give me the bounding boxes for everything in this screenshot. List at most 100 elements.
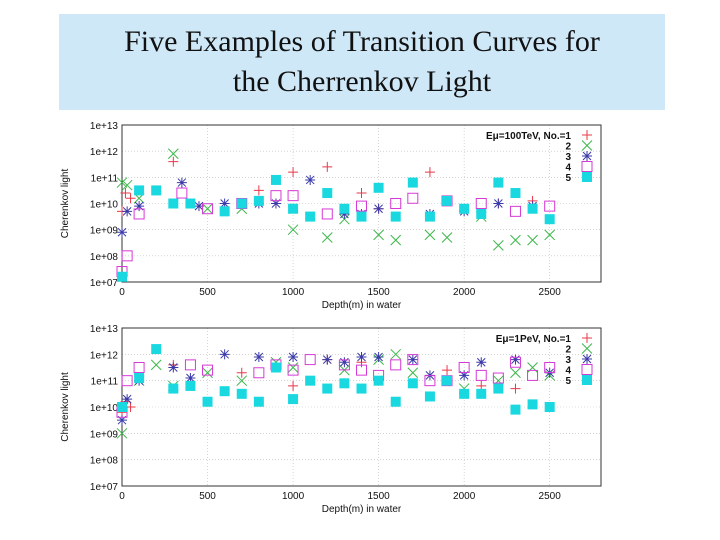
data-point xyxy=(390,198,402,209)
data-point xyxy=(459,203,470,214)
data-point xyxy=(322,161,333,172)
data-point xyxy=(116,177,128,188)
data-point xyxy=(185,198,196,209)
x-tick-label: 500 xyxy=(199,491,216,502)
y-tick-label: 1e+12 xyxy=(90,350,119,361)
data-point xyxy=(168,383,179,394)
data-point xyxy=(407,192,419,204)
data-point xyxy=(151,185,162,196)
legend-label: 5 xyxy=(565,173,571,184)
data-point xyxy=(339,208,350,219)
x-tick-label: 2000 xyxy=(453,287,476,298)
data-point xyxy=(356,383,367,394)
y-tick-label: 1e+08 xyxy=(90,252,119,263)
data-point xyxy=(270,190,282,202)
data-point xyxy=(424,229,436,241)
x-tick-label: 500 xyxy=(199,287,216,298)
data-point xyxy=(125,193,136,204)
series-3 xyxy=(117,174,538,238)
data-point xyxy=(373,351,384,362)
data-point xyxy=(424,167,435,178)
data-point xyxy=(117,227,127,238)
series-2 xyxy=(116,348,556,439)
data-point xyxy=(121,375,133,387)
y-tick-label: 1e+13 xyxy=(90,324,119,335)
data-point xyxy=(509,356,521,368)
plot-frame xyxy=(121,124,602,283)
data-point xyxy=(356,188,367,199)
data-point xyxy=(185,380,196,391)
data-point xyxy=(321,208,333,220)
data-point xyxy=(510,234,521,246)
x-tick-label: 2500 xyxy=(539,491,562,502)
data-point xyxy=(390,359,402,371)
data-point xyxy=(117,402,127,412)
data-point xyxy=(390,234,402,246)
y-axis-label: Cherenkov light xyxy=(60,169,71,239)
y-tick-label: 1e+07 xyxy=(90,482,119,493)
data-point xyxy=(150,359,162,371)
data-point xyxy=(305,211,316,222)
data-point xyxy=(321,232,333,243)
y-tick-label: 1e+13 xyxy=(90,121,119,132)
series-1 xyxy=(117,156,538,217)
legend-marker xyxy=(582,151,592,161)
data-point xyxy=(219,206,230,217)
data-point xyxy=(133,362,145,373)
x-tick-label: 1500 xyxy=(367,491,390,502)
data-point xyxy=(424,391,435,402)
data-point xyxy=(202,396,213,407)
legend-marker xyxy=(582,172,592,182)
legend-title: Eμ=100TeV, No.=1 xyxy=(486,131,571,142)
data-point xyxy=(122,394,133,405)
y-axis-label: Cherenkov light xyxy=(60,372,71,442)
slide-title-line-1: Five Examples of Transition Curves for xyxy=(124,25,600,58)
data-point xyxy=(168,156,179,167)
data-point xyxy=(339,213,350,225)
data-point xyxy=(288,380,299,391)
data-point xyxy=(527,362,538,373)
data-point xyxy=(390,211,401,222)
data-point xyxy=(544,200,556,212)
data-point xyxy=(202,203,214,215)
data-point xyxy=(117,415,127,426)
data-point xyxy=(544,214,555,225)
slide-title: Five Examples of Transition Curves for t… xyxy=(59,14,665,110)
data-point xyxy=(116,427,128,439)
data-point xyxy=(133,208,145,220)
data-point xyxy=(287,364,299,376)
data-point xyxy=(407,378,418,389)
data-point xyxy=(544,402,555,412)
data-point xyxy=(510,383,521,394)
data-point xyxy=(373,229,384,241)
y-tick-label: 1e+11 xyxy=(91,173,119,184)
data-point xyxy=(390,348,402,360)
data-point xyxy=(475,369,487,381)
legend-marker xyxy=(582,333,592,343)
legend-marker xyxy=(581,364,593,375)
data-point xyxy=(134,201,145,212)
legend-marker xyxy=(581,140,593,151)
data-point xyxy=(202,364,214,376)
data-point xyxy=(493,240,504,251)
data-point xyxy=(527,399,538,410)
data-point xyxy=(305,174,316,185)
data-point xyxy=(288,394,299,405)
data-point xyxy=(167,148,179,160)
legend-label: 4 xyxy=(565,366,571,377)
data-point xyxy=(339,203,350,214)
data-point xyxy=(117,271,127,282)
data-point xyxy=(459,370,470,381)
data-point xyxy=(236,375,248,387)
x-tick-label: 1000 xyxy=(282,491,305,502)
x-tick-label: 1000 xyxy=(282,287,305,298)
series-4 xyxy=(116,354,556,418)
data-point xyxy=(442,195,453,206)
x-tick-label: 0 xyxy=(119,287,125,298)
data-point xyxy=(459,388,470,399)
data-point xyxy=(373,182,384,193)
y-tick-label: 1e+11 xyxy=(91,377,119,388)
chart-bottom: 1e+07 1e+08 1e+09 1e+10 1e+11 1e+12 1e+13 0 500 1… xyxy=(60,324,602,515)
data-point xyxy=(407,354,418,365)
data-point xyxy=(356,351,367,362)
